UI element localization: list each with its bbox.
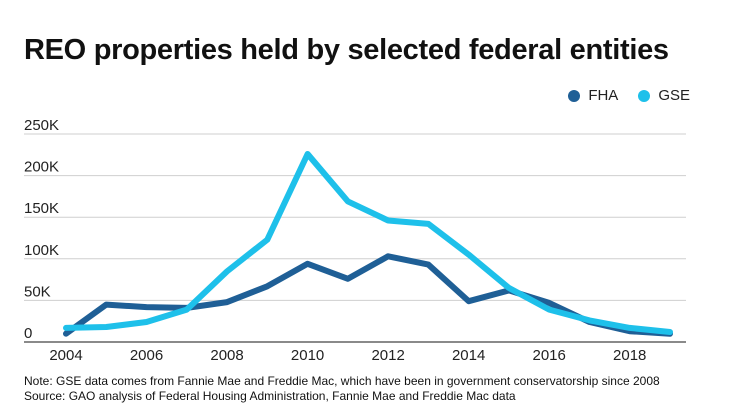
note-text: Note: GSE data comes from Fannie Mae and… (24, 374, 660, 388)
chart-notes: Note: GSE data comes from Fannie Mae and… (24, 374, 660, 404)
y-tick-label: 50K (24, 283, 51, 300)
legend-item-fha: FHA (568, 87, 618, 104)
x-axis-tick-labels: 2004 2006 2008 2010 2012 2014 2016 2018 (49, 347, 646, 364)
source-text: Source: GAO analysis of Federal Housing … (24, 389, 516, 403)
chart-title: REO properties held by selected federal … (24, 34, 669, 66)
x-tick-label: 2014 (452, 347, 485, 364)
gridlines (24, 133, 686, 343)
x-tick-label: 2018 (613, 347, 646, 364)
series-line-gse (63, 151, 673, 335)
legend-item-gse: GSE (638, 87, 690, 104)
x-tick-label: 2004 (49, 347, 82, 364)
chart-legend: FHA GSE (548, 87, 690, 104)
data-series (63, 151, 673, 337)
y-tick-label: 100K (24, 242, 59, 259)
legend-marker-fha (568, 89, 581, 102)
legend-label-fha: FHA (588, 87, 619, 104)
x-tick-label: 2012 (371, 347, 404, 364)
legend-label-gse: GSE (658, 87, 690, 104)
x-tick-label: 2010 (291, 347, 324, 364)
y-tick-label: 0 (24, 325, 32, 342)
y-tick-label: 250K (24, 117, 59, 134)
y-tick-label: 150K (24, 200, 59, 217)
x-tick-label: 2008 (210, 347, 243, 364)
legend-marker-gse (638, 89, 651, 102)
y-tick-label: 200K (24, 159, 59, 176)
x-tick-label: 2016 (533, 347, 566, 364)
series-line-fha (63, 253, 673, 337)
x-tick-label: 2006 (130, 347, 163, 364)
y-axis-tick-labels: 0 50K 100K 150K 200K 250K (24, 117, 59, 342)
